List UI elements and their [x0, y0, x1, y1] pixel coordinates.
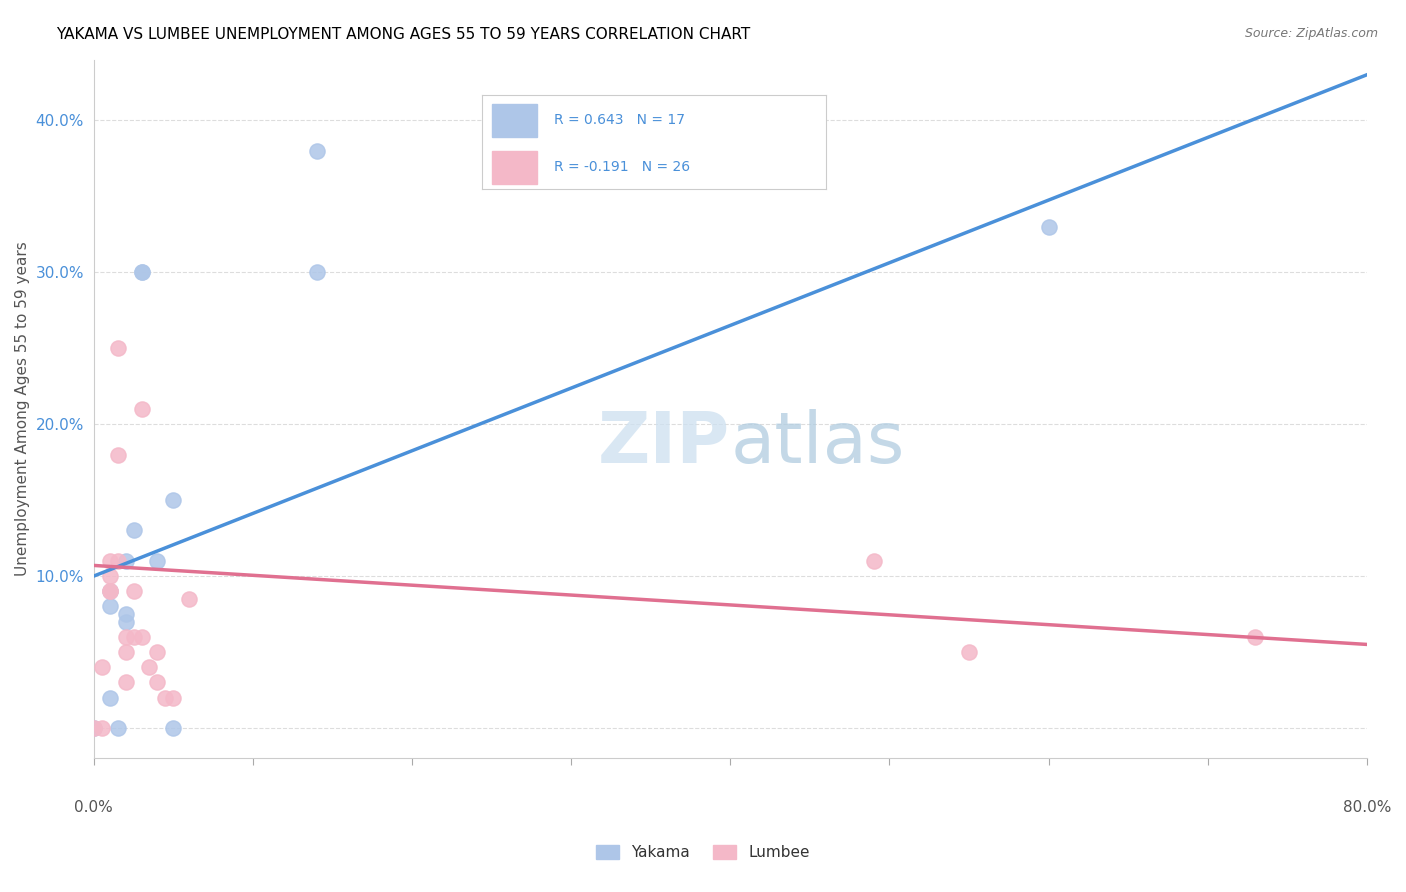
Point: [162, 690, 184, 705]
Point: [122, 584, 145, 599]
Point: [155, 690, 177, 705]
Point: [305, 144, 328, 158]
Text: atlas: atlas: [730, 409, 904, 478]
Point: [122, 524, 145, 538]
Text: Source: ZipAtlas.com: Source: ZipAtlas.com: [1244, 27, 1378, 40]
Point: [98, 584, 121, 599]
Point: [107, 341, 129, 355]
Point: [131, 265, 153, 279]
Point: [862, 554, 884, 568]
Point: [114, 630, 136, 644]
Point: [122, 630, 145, 644]
Point: [107, 448, 129, 462]
Point: [138, 660, 160, 674]
Point: [98, 554, 121, 568]
Point: [107, 721, 129, 735]
Point: [146, 675, 169, 690]
Point: [114, 675, 136, 690]
Text: ZIP: ZIP: [598, 409, 730, 478]
Point: [98, 584, 121, 599]
Point: [1038, 219, 1060, 234]
Point: [90, 660, 112, 674]
Legend: Yakama, Lumbee: Yakama, Lumbee: [591, 839, 815, 866]
Point: [131, 401, 153, 416]
Point: [146, 645, 169, 659]
Point: [98, 599, 121, 614]
Point: [114, 645, 136, 659]
Point: [114, 615, 136, 629]
Point: [83, 721, 105, 735]
Point: [83, 721, 105, 735]
Text: 0.0%: 0.0%: [75, 800, 112, 815]
Point: [146, 554, 169, 568]
Point: [1244, 630, 1267, 644]
Point: [162, 493, 184, 508]
Point: [98, 690, 121, 705]
Point: [98, 584, 121, 599]
Text: YAKAMA VS LUMBEE UNEMPLOYMENT AMONG AGES 55 TO 59 YEARS CORRELATION CHART: YAKAMA VS LUMBEE UNEMPLOYMENT AMONG AGES…: [56, 27, 751, 42]
Point: [114, 607, 136, 621]
Point: [98, 569, 121, 583]
Point: [179, 591, 201, 606]
Point: [107, 554, 129, 568]
Point: [162, 721, 184, 735]
Y-axis label: Unemployment Among Ages 55 to 59 years: Unemployment Among Ages 55 to 59 years: [15, 242, 30, 576]
Point: [305, 265, 328, 279]
Point: [131, 630, 153, 644]
Point: [90, 721, 112, 735]
Text: 80.0%: 80.0%: [1343, 800, 1391, 815]
Point: [957, 645, 980, 659]
Point: [131, 265, 153, 279]
Point: [114, 554, 136, 568]
